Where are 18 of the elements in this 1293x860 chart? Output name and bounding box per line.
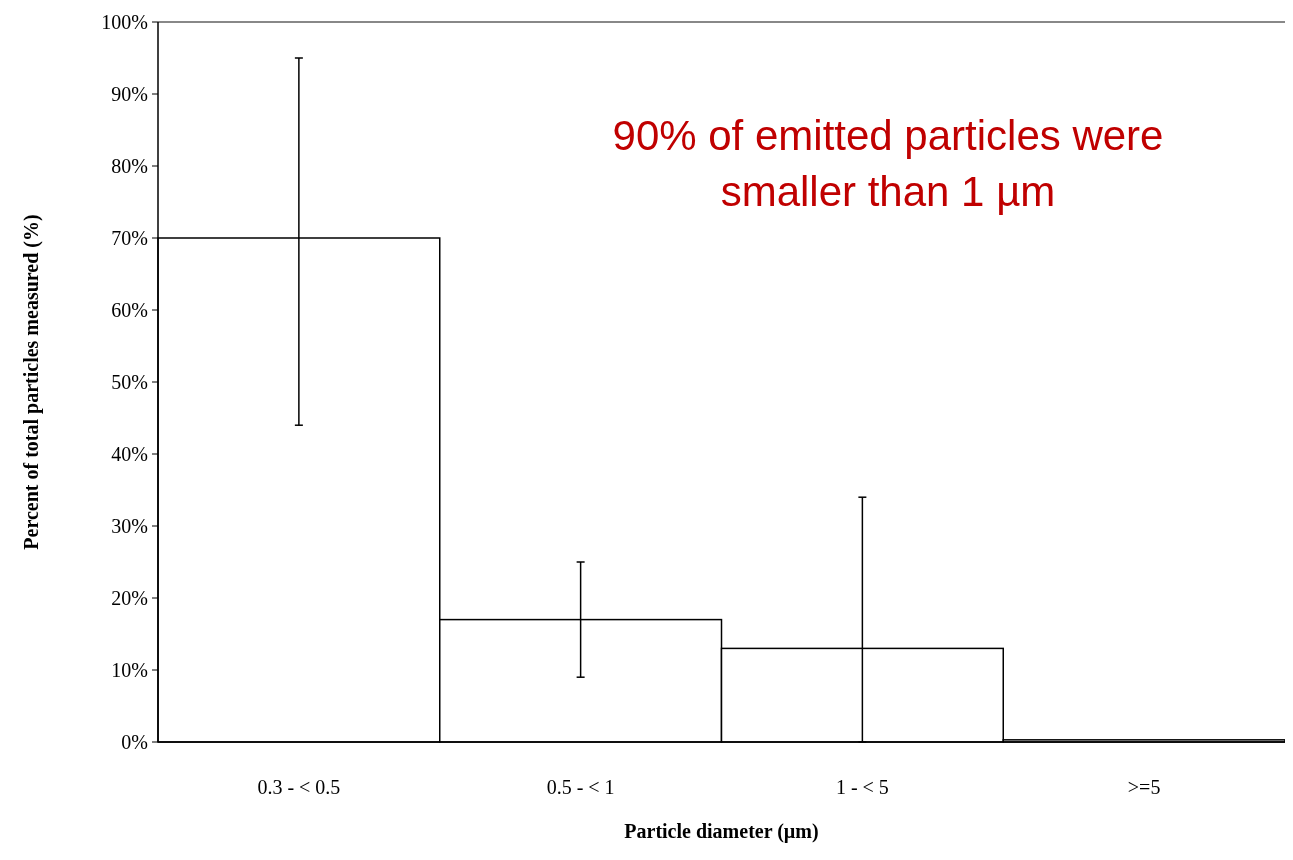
annotation: 90% of emitted particles were smaller than 1 µm [612, 112, 1164, 215]
y-tick-label: 60% [111, 299, 148, 321]
y-tick-label: 80% [111, 155, 148, 177]
x-axis-title: Particle diameter (µm) [624, 820, 819, 843]
y-tick-label: 20% [111, 587, 148, 609]
x-tick-label: >=5 [1127, 776, 1161, 798]
x-tick-label: 0.3 - < 0.5 [257, 776, 341, 798]
y-tick-label: 100% [101, 11, 148, 33]
y-tick-label: 40% [111, 443, 148, 465]
y-tick-label: 10% [111, 659, 148, 681]
y-axis-title: Percent of total particles measured (%) [20, 214, 43, 550]
y-tick-label: 0% [121, 731, 148, 753]
y-tick-label: 50% [111, 371, 148, 393]
x-tick-label: 0.5 - < 1 [546, 776, 615, 798]
x-tick-label: 1 - < 5 [835, 776, 889, 798]
y-tick-label: 30% [111, 515, 148, 537]
y-tick-label: 70% [111, 227, 148, 249]
y-tick-label: 90% [111, 83, 148, 105]
